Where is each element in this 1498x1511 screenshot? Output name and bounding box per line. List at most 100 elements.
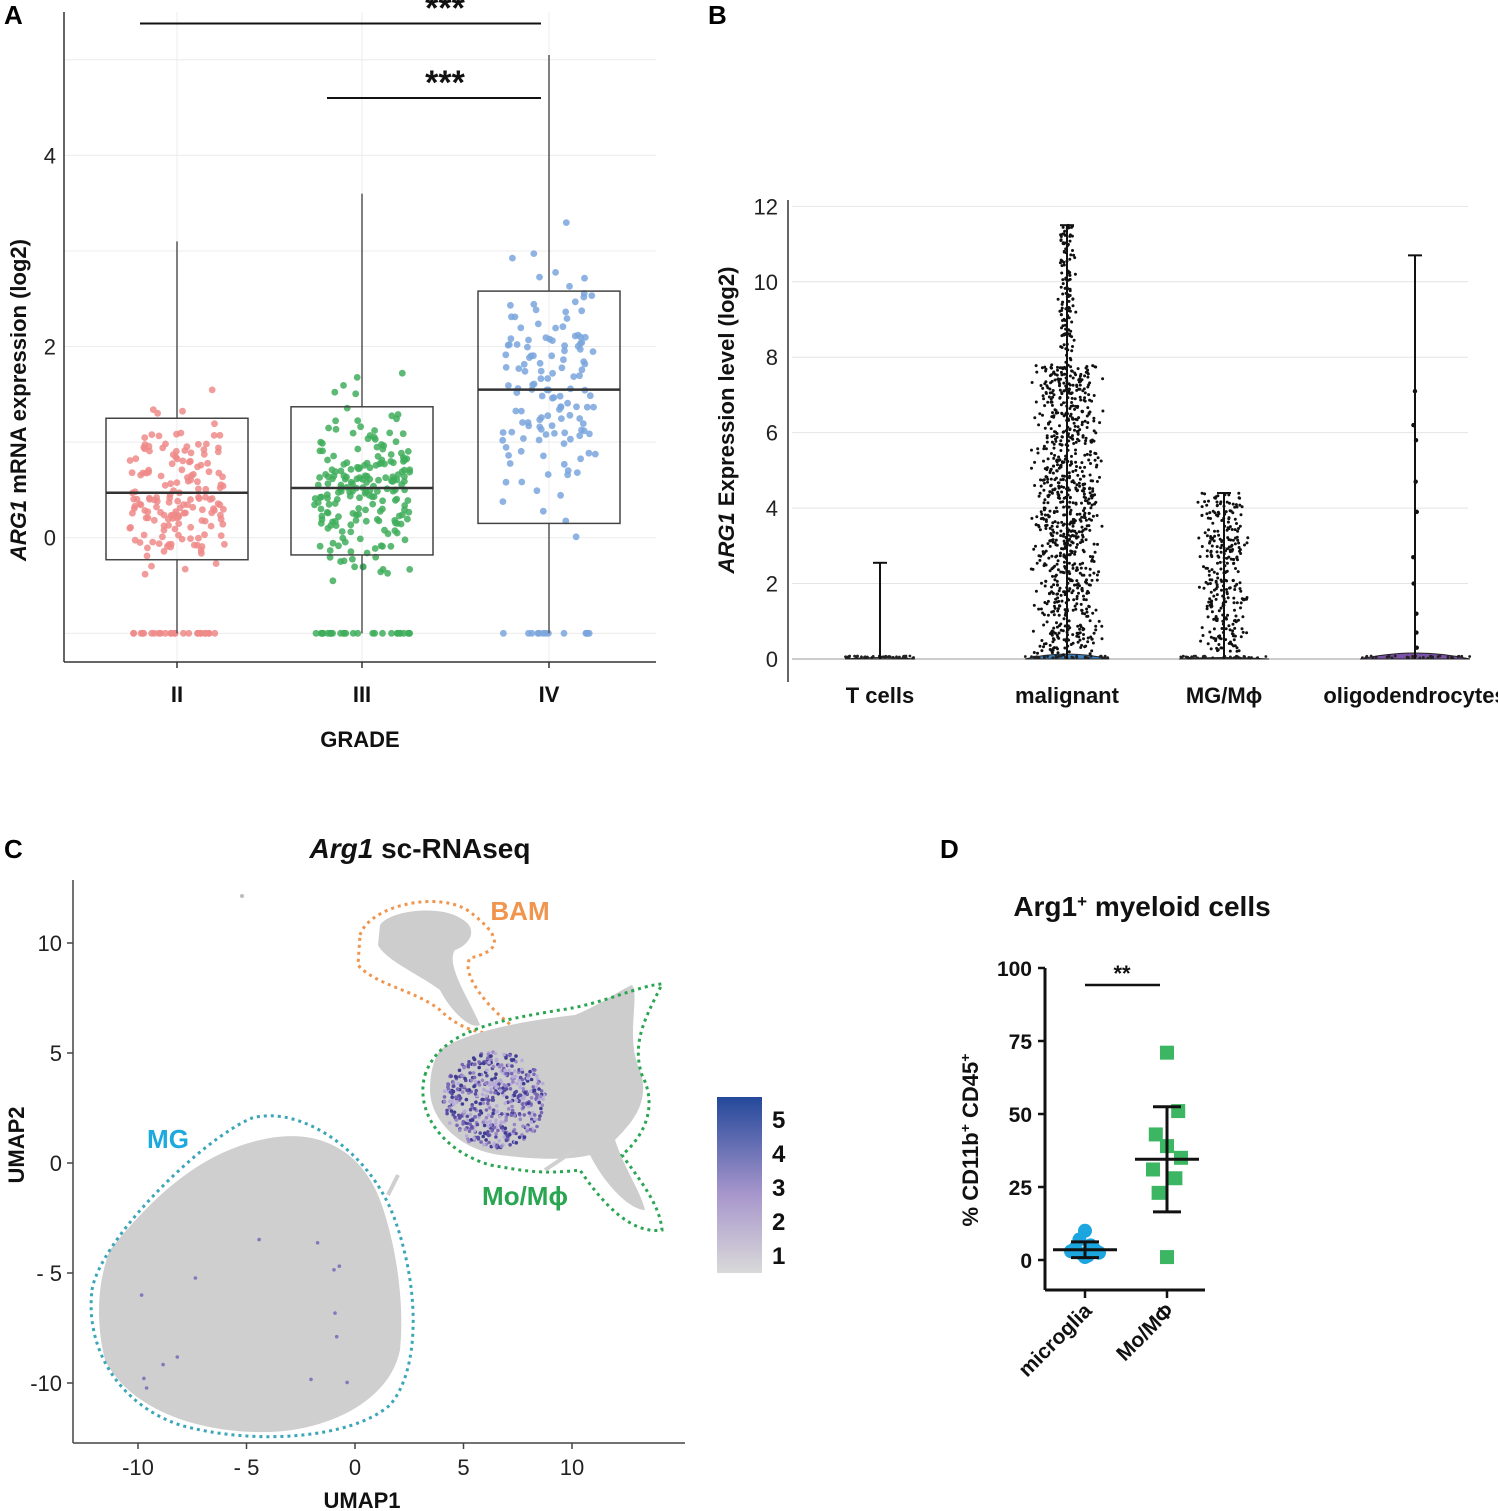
panel-c-expression-point [477, 1060, 481, 1064]
panel-b-data-point [1214, 597, 1218, 601]
panel-b-data-point [1049, 397, 1053, 401]
panel-a-data-point [194, 629, 201, 637]
panel-b-data-point [1077, 530, 1081, 534]
panel-a-data-point [562, 219, 570, 227]
panel-c-expression-point [491, 1108, 496, 1112]
panel-b-data-point [1208, 578, 1212, 582]
panel-b-data-point [1050, 629, 1054, 633]
panel-b-data-point [1086, 421, 1090, 425]
panel-d-data-point [1160, 1250, 1174, 1265]
panel-b-data-point [1100, 624, 1104, 628]
panel-b-data-point [1057, 378, 1061, 382]
panel-b-data-point [1092, 419, 1096, 423]
panel-b-data-point [1048, 632, 1052, 636]
panel-c-outlier-cell [240, 894, 244, 898]
colorbar-tick-label: 5 [772, 1107, 785, 1134]
panel-b-data-point [1083, 506, 1087, 510]
panel-b-data-point [1037, 494, 1041, 498]
panel-a-data-point [314, 499, 322, 506]
panel-b-data-point [1199, 639, 1203, 643]
panel-b-data-point [1053, 372, 1057, 376]
panel-a-y-ticks: 024 [44, 143, 56, 550]
panel-a-data-point [564, 467, 572, 474]
panel-b-data-point [1037, 607, 1041, 611]
panel-a-y-label: ARG1 mRNA expression (log2) [6, 239, 31, 562]
panel-c-expression-point [531, 1085, 536, 1089]
panel-b-data-point [1044, 579, 1048, 583]
panel-a-data-point [143, 552, 151, 560]
panel-b-data-point [1205, 554, 1209, 558]
panel-b-data-point [1061, 292, 1065, 296]
panel-a-boxes [105, 55, 621, 634]
panel-a-data-point [387, 542, 395, 550]
panel-c-expression-point [528, 1127, 533, 1132]
panel-a-data-point [144, 514, 152, 522]
panel-c-expression-point [522, 1135, 527, 1139]
panel-c-expression-point [451, 1084, 456, 1088]
panel-a-data-point [544, 375, 552, 382]
panel-a-data-point [335, 513, 342, 520]
panel-a-data-point [130, 505, 138, 512]
panel-a-data-point [182, 509, 189, 517]
panel-a-data-point [552, 269, 559, 276]
panel-a-data-point [340, 461, 348, 468]
panel-b-data-point [1041, 611, 1045, 615]
panel-a-data-point [211, 420, 218, 428]
panel-b-data-point [1034, 544, 1037, 548]
panel-b-data-point [1078, 638, 1082, 642]
panel-b-data-point [1037, 554, 1041, 558]
panel-c-expression-point [529, 1077, 534, 1082]
panel-b-data-point [1042, 508, 1046, 512]
panel-a-data-point [141, 507, 149, 514]
panel-b-data-point [1232, 558, 1236, 562]
panel-b-data-point [1057, 631, 1061, 635]
panel-a-data-point [499, 429, 507, 436]
panel-b-data-point [1071, 524, 1075, 528]
panel-a-data-point [347, 521, 355, 529]
panel-b-data-point [1068, 463, 1072, 467]
panel-b-data-point [1092, 560, 1096, 563]
panel-a-data-point [381, 460, 388, 468]
panel-b-data-point [1040, 366, 1044, 370]
panel-b-data-point [1070, 349, 1074, 353]
panel-c-expression-point [481, 1061, 486, 1066]
panel-b-data-point [1081, 435, 1085, 439]
panel-c-expression-point [526, 1104, 531, 1108]
panel-label-c: C [4, 834, 23, 864]
panel-b-data-point [1083, 482, 1087, 486]
panel-b-data-point [1078, 623, 1082, 627]
panel-b-data-point [1053, 631, 1057, 635]
panel-b-baseline-point [898, 655, 901, 659]
panel-a-data-point [217, 481, 225, 489]
panel-a-data-point [157, 472, 165, 480]
panel-d-y-tick-label: 25 [1009, 1177, 1033, 1200]
panel-b-data-point [1074, 569, 1078, 572]
panel-b-data-point [1045, 620, 1049, 624]
panel-b-data-point [1059, 463, 1063, 467]
panel-a-data-point [194, 463, 201, 471]
panel-b-data-point [1062, 522, 1066, 526]
panel-b-data-point [1062, 617, 1066, 621]
panel-c-expression-point [521, 1096, 526, 1101]
panel-b-data-point [1043, 601, 1047, 604]
panel-a-data-point [365, 491, 373, 499]
panel-a-data-point [187, 496, 194, 503]
panel-a-data-point [507, 301, 514, 309]
panel-b-data-point [1233, 517, 1237, 521]
panel-a-y-tick-label: 0 [44, 526, 56, 551]
panel-a-data-point [316, 474, 323, 481]
panel-a-data-point [330, 452, 337, 460]
panel-b-data-point [1054, 538, 1058, 542]
panel-b-data-point [1044, 447, 1048, 451]
panel-b-data-point [1059, 593, 1063, 597]
panel-b-data-point [1050, 391, 1054, 395]
panel-b-baseline-point [1390, 656, 1394, 660]
panel-b-data-point [1062, 653, 1065, 657]
panel-b-data-point [1068, 277, 1072, 281]
panel-a-data-point [515, 365, 523, 372]
panel-a-data-point [556, 392, 564, 400]
panel-b-data-point [1071, 304, 1075, 308]
panel-c-expression-point [494, 1085, 498, 1090]
panel-c-expression-point [514, 1059, 518, 1064]
